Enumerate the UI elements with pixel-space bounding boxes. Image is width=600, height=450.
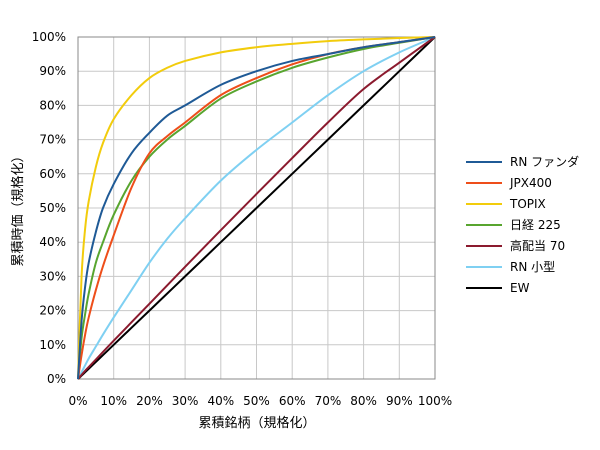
x-tick-label: 0% — [68, 394, 87, 408]
y-tick-label: 100% — [32, 30, 66, 44]
x-tick-label: 90% — [386, 394, 413, 408]
legend-label: RN 小型 — [510, 260, 555, 274]
series-line-ew — [77, 36, 436, 380]
x-tick-label: 70% — [315, 394, 342, 408]
series-lines — [77, 36, 436, 380]
y-tick-label: 30% — [39, 269, 66, 283]
x-tick-label: 60% — [279, 394, 306, 408]
legend-label: 高配当 70 — [510, 238, 565, 253]
legend-label: EW — [510, 281, 530, 295]
y-tick-label: 60% — [39, 167, 66, 181]
legend: RN ファンダ JPX400 TOPIX 日経 225 高配当 70 RN 小型 EW — [466, 154, 579, 295]
series-line-高配当-70 — [77, 36, 436, 380]
y-tick-label: 10% — [39, 338, 66, 352]
x-tick-label: 50% — [243, 394, 270, 408]
legend-label: RN ファンダ — [510, 154, 579, 169]
x-tick-label: 100% — [418, 394, 452, 408]
series-line-rn-ファンダ — [77, 36, 436, 380]
series-line-topix — [77, 36, 436, 380]
y-tick-label: 90% — [39, 64, 66, 78]
x-tick-label: 10% — [100, 394, 127, 408]
legend-label: 日経 225 — [510, 218, 561, 232]
y-tick-label: 50% — [39, 201, 66, 215]
x-tick-label: 20% — [136, 394, 163, 408]
legend-label: JPX400 — [509, 176, 552, 190]
y-tick-label: 20% — [39, 304, 66, 318]
series-line-rn-小型 — [77, 36, 436, 380]
y-axis-ticks: 0% 10% 20% 30% 40% 50% 60% 70% 80% 90% 100% — [32, 30, 66, 386]
y-tick-label: 80% — [39, 98, 66, 112]
series-line-日経-225 — [77, 36, 436, 380]
y-tick-label: 0% — [47, 372, 66, 386]
x-axis-title: 累積銘柄（規格化） — [198, 415, 315, 431]
x-axis-ticks: 0% 10% 20% 30% 40% 50% 60% 70% 80% 90% 100% — [68, 394, 452, 408]
x-tick-label: 80% — [350, 394, 377, 408]
y-tick-label: 40% — [39, 235, 66, 249]
plot-area-border — [77, 36, 436, 380]
x-tick-label: 40% — [207, 394, 234, 408]
x-tick-label: 30% — [172, 394, 199, 408]
y-axis-title: 累積時価（規格化） — [10, 149, 26, 266]
grid — [77, 36, 436, 380]
y-tick-label: 70% — [39, 133, 66, 147]
legend-label: TOPIX — [509, 197, 546, 211]
